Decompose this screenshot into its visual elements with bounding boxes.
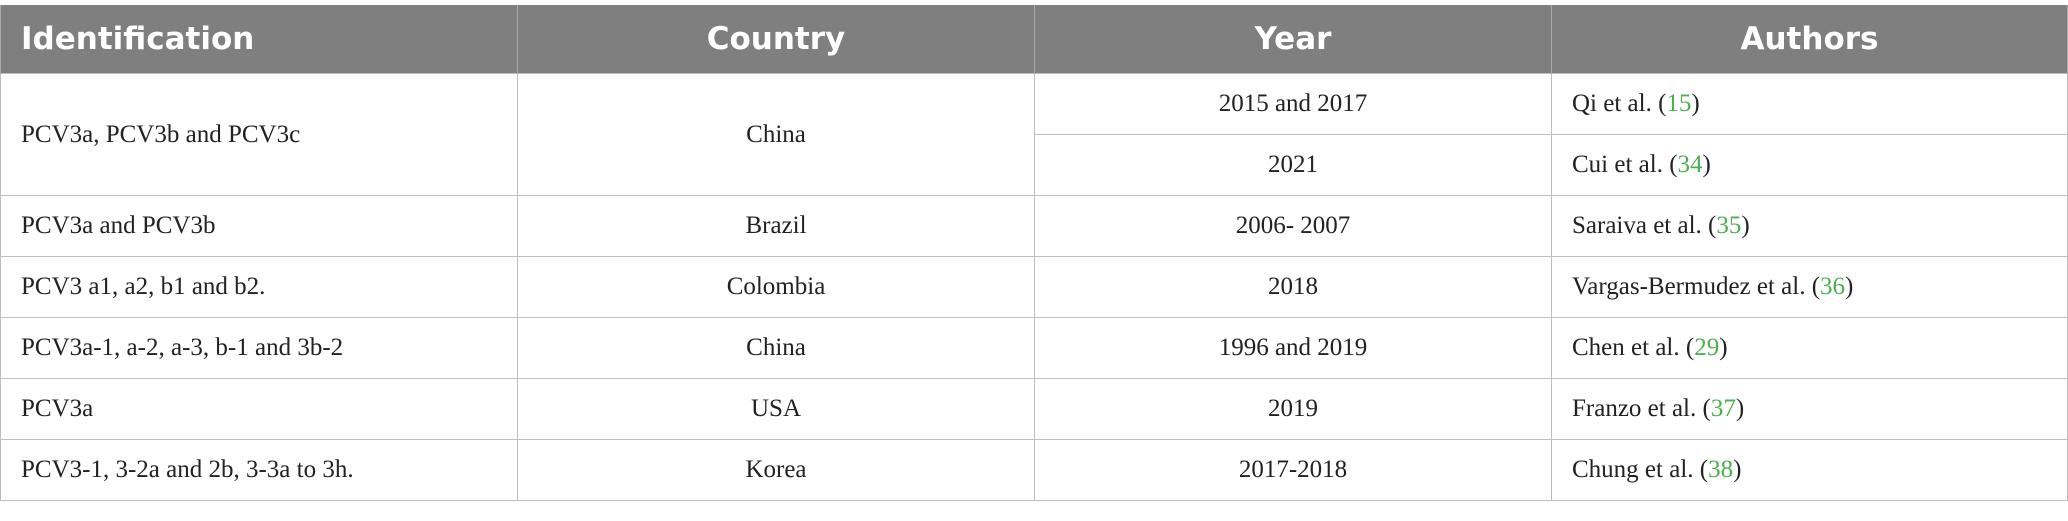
table-row: PCV3a USA 2019 Franzo et al. (37) — [0, 378, 2068, 440]
header-cell: Authors — [1551, 5, 2068, 74]
authors-cell: Vargas-Bermudez et al. (36) — [1551, 256, 2068, 318]
author-close: ) — [1702, 151, 1711, 178]
authors-cell: Chen et al. (29) — [1551, 317, 2068, 379]
year-cell: 2006- 2007 — [1034, 195, 1552, 257]
table-row: PCV3 a1, a2, b1 and b2. Colombia 2018 Varga… — [0, 256, 2068, 318]
author-close: ) — [1845, 273, 1854, 300]
header-row: Identification Country Year Authors — [0, 5, 2068, 74]
year-cell: 2017-2018 — [1034, 439, 1552, 501]
identification-cell: PCV3a, PCV3b and PCV3c — [0, 73, 518, 196]
identification-cell: PCV3a and PCV3b — [0, 195, 518, 257]
country-cell: China — [517, 73, 1035, 196]
country-cell: Korea — [517, 439, 1035, 501]
year-cell: 2019 — [1034, 378, 1552, 440]
authors-cell: Cui et al. (34) — [1551, 134, 2068, 196]
data-table: Identification Country Year Authors PCV3a, … — [0, 5, 2068, 501]
table-row: PCV3a, PCV3b and PCV3c China 2015 and 2017… — [0, 73, 2068, 196]
reference-link[interactable]: 36 — [1820, 273, 1846, 300]
reference-link[interactable]: 15 — [1666, 90, 1692, 117]
header-cell: Identification — [0, 5, 518, 74]
year-cell: 2021 — [1034, 134, 1552, 196]
reference-link[interactable]: 38 — [1708, 456, 1734, 483]
year-cell: 2015 and 2017 — [1034, 73, 1552, 135]
author-name: Chen et al. ( — [1572, 334, 1695, 361]
year-cell: 1996 and 2019 — [1034, 317, 1552, 379]
table-row: PCV3a and PCV3b Brazil 2006- 2007 Saraiva e… — [0, 195, 2068, 257]
author-name: Cui et al. ( — [1572, 151, 1678, 178]
authors-cell: Qi et al. (15) — [1551, 73, 2068, 135]
author-close: ) — [1691, 90, 1700, 117]
author-name: Qi et al. ( — [1572, 90, 1667, 117]
identification-cell: PCV3 a1, a2, b1 and b2. — [0, 256, 518, 318]
reference-link[interactable]: 34 — [1677, 151, 1703, 178]
authors-cell: Franzo et al. (37) — [1551, 378, 2068, 440]
country-cell: Brazil — [517, 195, 1035, 257]
author-name: Chung et al. ( — [1572, 456, 1709, 483]
country-cell: Colombia — [517, 256, 1035, 318]
identification-cell: PCV3-1, 3-2a and 2b, 3-3a to 3h. — [0, 439, 518, 501]
authors-cell: Chung et al. (38) — [1551, 439, 2068, 501]
header-cell: Country — [517, 5, 1035, 74]
author-name: Saraiva et al. ( — [1572, 212, 1717, 239]
author-close: ) — [1741, 212, 1750, 239]
year-cell: 2018 — [1034, 256, 1552, 318]
country-cell: USA — [517, 378, 1035, 440]
author-name: Franzo et al. ( — [1572, 395, 1711, 422]
reference-link[interactable]: 29 — [1694, 334, 1720, 361]
author-name: Vargas-Bermudez et al. ( — [1572, 273, 1821, 300]
identification-cell: PCV3a-1, a-2, a-3, b-1 and 3b-2 — [0, 317, 518, 379]
authors-cell: Saraiva et al. (35) — [1551, 195, 2068, 257]
table-row: PCV3-1, 3-2a and 2b, 3-3a to 3h. Korea 201… — [0, 439, 2068, 501]
table-body: PCV3a, PCV3b and PCV3c China 2015 and 2017… — [0, 73, 2068, 501]
header-cell: Year — [1034, 5, 1552, 74]
identification-cell: PCV3a — [0, 378, 518, 440]
author-close: ) — [1733, 456, 1742, 483]
reference-link[interactable]: 35 — [1716, 212, 1742, 239]
country-cell: China — [517, 317, 1035, 379]
author-close: ) — [1735, 395, 1745, 422]
reference-link[interactable]: 37 — [1710, 395, 1736, 422]
table-row: PCV3a-1, a-2, a-3, b-1 and 3b-2 China 1996… — [0, 317, 2068, 379]
table-row: 2021 Cui et al. (34) — [1, 134, 2068, 196]
author-close: ) — [1719, 334, 1728, 361]
